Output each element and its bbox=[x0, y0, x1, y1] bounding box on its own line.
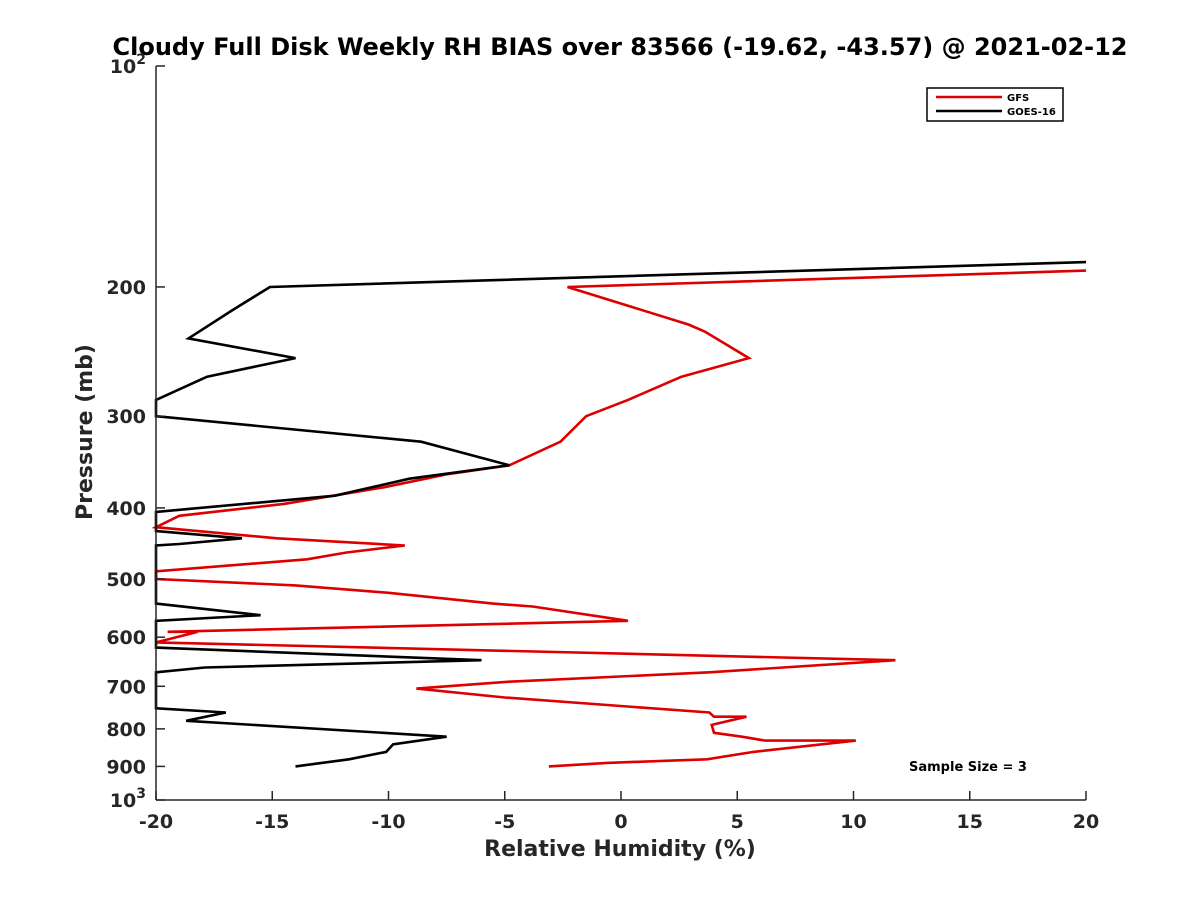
x-tick-label: 5 bbox=[731, 811, 744, 833]
y-tick-label: 400 bbox=[106, 498, 146, 520]
series-line-goes-16 bbox=[154, 260, 1087, 768]
legend: GFS GOES-16 bbox=[926, 87, 1064, 122]
x-tick-label: 20 bbox=[1073, 811, 1099, 833]
y-tick-label: 102 bbox=[110, 52, 146, 78]
y-tick-label: 600 bbox=[106, 627, 146, 649]
sample-size-annotation: Sample Size = 3 bbox=[909, 760, 1027, 775]
y-tick-label: 500 bbox=[106, 569, 146, 591]
y-tick-label: 900 bbox=[106, 756, 146, 778]
y-tick-label: 300 bbox=[106, 406, 146, 428]
legend-label-gfs: GFS bbox=[1007, 93, 1029, 104]
axes-layer: -20 -15 -10 -5 0 5 10 15 20 102 200 300 400 500 600 700… bbox=[106, 52, 1099, 833]
x-tick-label: -20 bbox=[139, 811, 173, 833]
series-line-gfs bbox=[151, 269, 1087, 768]
x-axis-label: Relative Humidity (%) bbox=[484, 837, 756, 862]
y-tick-label: 103 bbox=[110, 786, 146, 812]
x-tick-label: 0 bbox=[614, 811, 627, 833]
x-tick-label: -10 bbox=[371, 811, 405, 833]
y-axis-label: Pressure (mb) bbox=[73, 344, 98, 520]
chart-title: Cloudy Full Disk Weekly RH BIAS over 835… bbox=[113, 33, 1128, 61]
legend-label-goes-16: GOES-16 bbox=[1007, 107, 1056, 118]
x-tick-label: -5 bbox=[494, 811, 515, 833]
y-tick-label: 800 bbox=[106, 719, 146, 741]
x-tick-label: 10 bbox=[840, 811, 866, 833]
y-tick-label: 200 bbox=[106, 277, 146, 299]
x-tick-label: -15 bbox=[255, 811, 289, 833]
legend-box bbox=[926, 87, 1064, 122]
series-layer bbox=[151, 260, 1087, 768]
x-tick-label: 15 bbox=[957, 811, 983, 833]
y-tick-label: 700 bbox=[106, 676, 146, 698]
